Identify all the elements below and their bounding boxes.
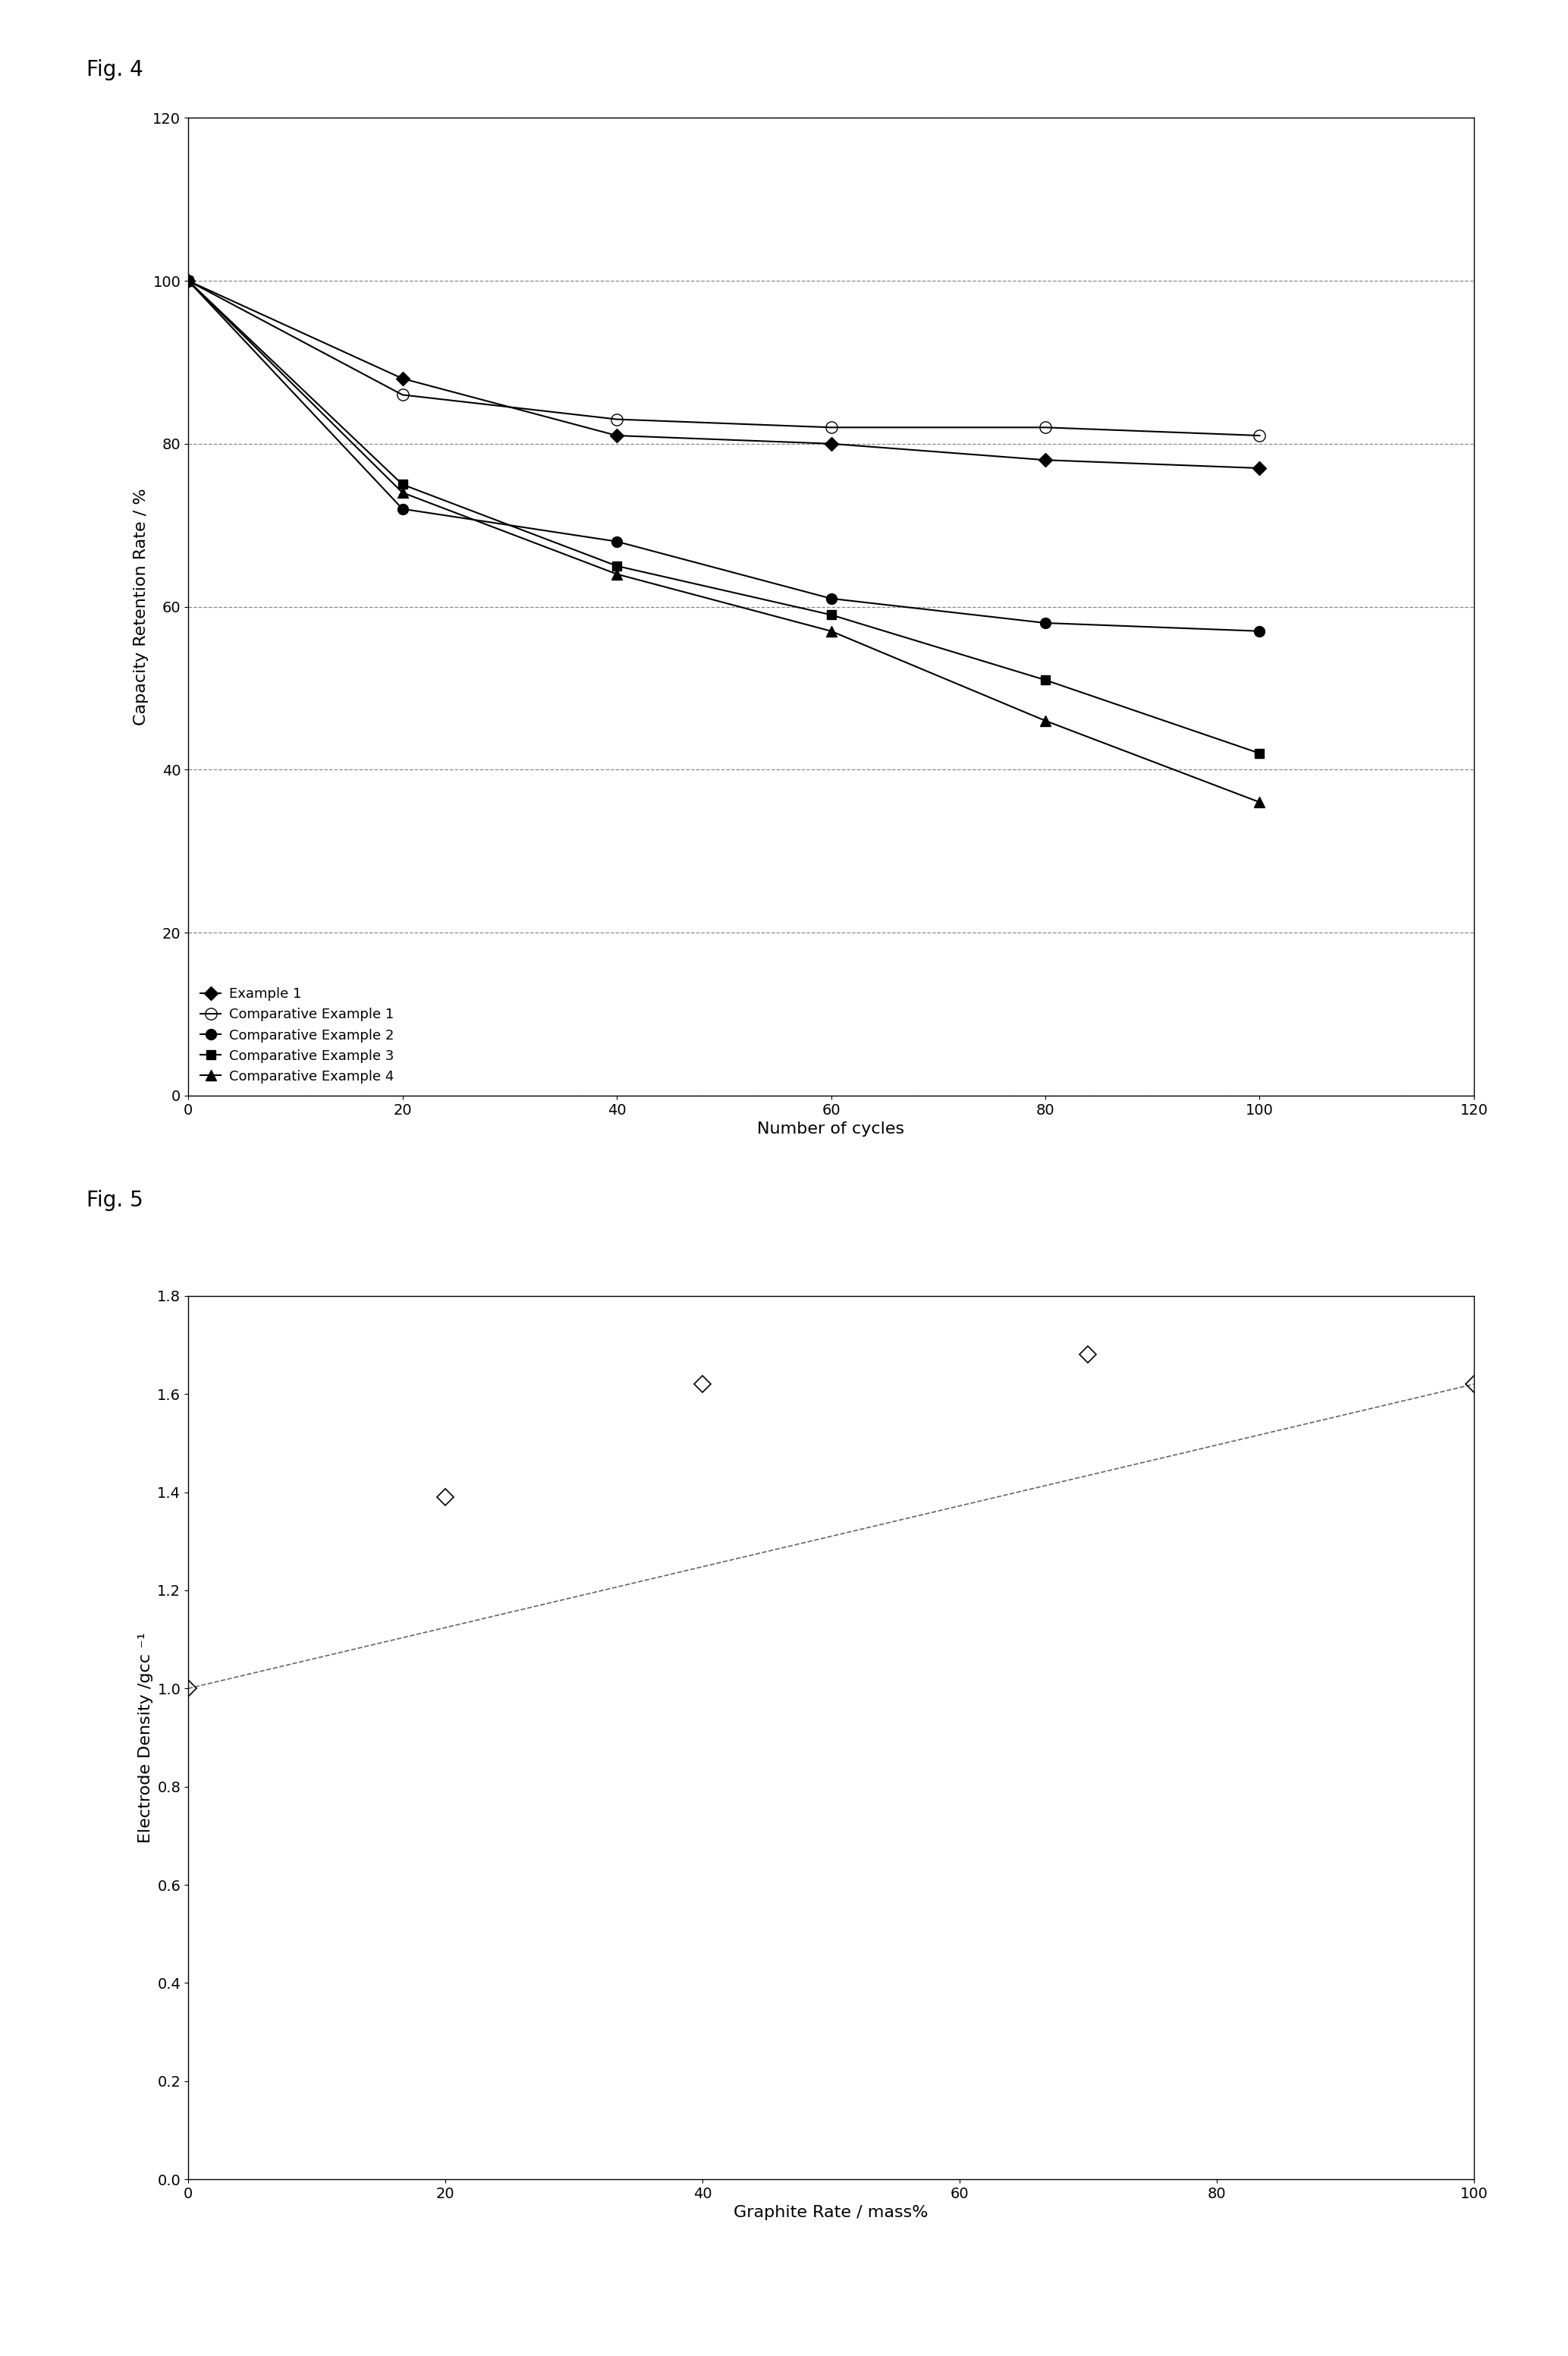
Comparative Example 4: [394, 478, 412, 507]
Legend: Example 1, Comparative Example 1, Comparative Example 2, Comparative Example 3, : Example 1, Comparative Example 1, Compar…: [194, 982, 400, 1088]
Comparative Example 3: [607, 551, 626, 580]
Y-axis label: Electrode Density /gcc ⁻¹: Electrode Density /gcc ⁻¹: [138, 1633, 154, 1842]
Comparative Example 3: [822, 601, 840, 629]
Comparative Example 2: [394, 495, 412, 523]
Comparative Example 2: [179, 266, 198, 294]
Comparative Example 2: [607, 528, 626, 556]
Comparative Example 3: [394, 471, 412, 499]
Line: Comparative Example 3: Comparative Example 3: [183, 276, 1264, 759]
Line: Comparative Example 2: Comparative Example 2: [183, 276, 1265, 636]
Example 1: [822, 429, 840, 457]
Example 1: [1250, 455, 1269, 483]
X-axis label: Number of cycles: Number of cycles: [757, 1121, 905, 1136]
Comparative Example 4: [607, 561, 626, 589]
Comparative Example 3: [179, 266, 198, 294]
Comparative Example 1: [822, 412, 840, 441]
Line: Comparative Example 1: Comparative Example 1: [182, 276, 1265, 441]
Example 1: [1036, 445, 1055, 474]
Comparative Example 1: [1036, 412, 1055, 441]
Comparative Example 2: [822, 584, 840, 613]
Comparative Example 4: [179, 266, 198, 294]
Example 1: [394, 365, 412, 393]
Comparative Example 4: [822, 617, 840, 646]
Comparative Example 1: [1250, 422, 1269, 450]
Comparative Example 1: [607, 405, 626, 434]
Comparative Example 1: [394, 382, 412, 410]
Comparative Example 1: [179, 266, 198, 294]
Example 1: [179, 266, 198, 294]
Line: Comparative Example 4: Comparative Example 4: [183, 276, 1265, 808]
Comparative Example 4: [1036, 707, 1055, 735]
Comparative Example 2: [1036, 608, 1055, 636]
Text: Fig. 4: Fig. 4: [86, 59, 143, 80]
Comparative Example 3: [1250, 740, 1269, 768]
Text: Fig. 5: Fig. 5: [86, 1190, 143, 1211]
X-axis label: Graphite Rate / mass%: Graphite Rate / mass%: [734, 2205, 928, 2219]
Example 1: [607, 422, 626, 450]
Line: Example 1: Example 1: [183, 276, 1264, 474]
Comparative Example 2: [1250, 617, 1269, 646]
Y-axis label: Capacity Retention Rate / %: Capacity Retention Rate / %: [133, 488, 149, 726]
Comparative Example 4: [1250, 787, 1269, 815]
Comparative Example 3: [1036, 667, 1055, 695]
